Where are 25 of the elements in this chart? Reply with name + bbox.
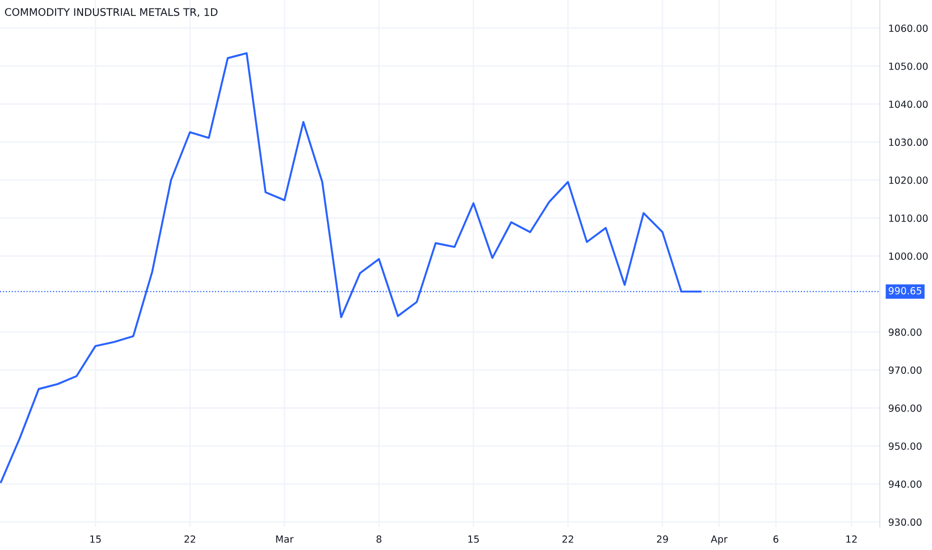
ref-line-label: 990.65 — [888, 287, 922, 294]
x-tick-label: 29 — [656, 535, 668, 543]
y-tick-label: 980.00 — [888, 328, 922, 336]
y-tick-label: 1040.00 — [889, 100, 928, 108]
y-tick-label: 960.00 — [888, 404, 922, 412]
y-tick-label: 1060.00 — [889, 24, 928, 32]
y-tick-label: 1050.00 — [889, 62, 928, 70]
y-tick-label: 1030.00 — [889, 138, 928, 146]
y-tick-label: 940.00 — [888, 480, 922, 488]
text: COMMODITY INDUSTRIAL METALS TR, 1D — [4, 8, 218, 18]
y-tick-label: 1020.00 — [889, 176, 928, 184]
y-tick-label: 1000.00 — [889, 252, 928, 260]
x-tick-label: 22 — [184, 535, 196, 543]
x-tick-label: 12 — [846, 535, 857, 543]
y-tick-label: 970.00 — [888, 366, 922, 374]
x-tick-label: Apr — [710, 536, 728, 545]
x-tick-label: 15 — [90, 536, 101, 543]
x-tick-label: 15 — [468, 536, 479, 543]
x-tick-label: 6 — [773, 535, 778, 543]
x-tick-label: Mar — [276, 536, 294, 543]
x-tick-label: 22 — [562, 535, 574, 543]
y-tick-label: 1010.00 — [889, 214, 928, 222]
y-tick-label: 930.00 — [888, 518, 922, 526]
y-tick-label: 950.00 — [888, 442, 922, 450]
x-tick-label: 8 — [376, 535, 382, 543]
